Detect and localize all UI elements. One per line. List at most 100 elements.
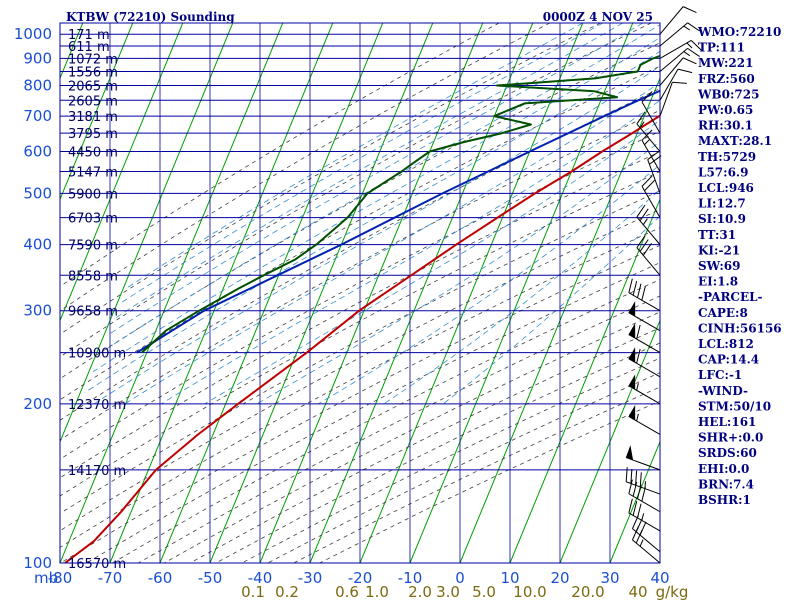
- moist-adiabat: [120, 23, 603, 304]
- mixing-ratio-unit: g/kg: [656, 583, 689, 600]
- height-label: 5147 m: [68, 165, 118, 180]
- sounding-index: TP:111: [698, 41, 745, 55]
- wind-barb: [659, 47, 700, 72]
- moist-adiabat: [92, 37, 660, 373]
- height-label: 12370 m: [68, 398, 126, 413]
- wind-barb: [628, 479, 661, 513]
- dry-adiabat: [60, 65, 660, 401]
- moist-adiabat: [107, 23, 644, 336]
- sounding-index: TT:31: [698, 228, 736, 242]
- dry-adiabat: [60, 23, 652, 358]
- sounding-index: WB0:725: [697, 87, 759, 101]
- pressure-tick-label: 1000: [14, 25, 52, 43]
- wind-barb: [659, 68, 693, 101]
- wind-barb: [647, 150, 662, 194]
- temperature-tick-label: -20: [348, 569, 373, 587]
- height-label: 2605 m: [68, 94, 118, 109]
- wind-barb: [636, 235, 661, 276]
- dry-adiabat: [60, 109, 660, 441]
- isotherm-line: [209, 23, 434, 563]
- pressure-tick-label: 900: [23, 49, 52, 67]
- wind-barb: [628, 278, 661, 312]
- temperature-tick-label: -60: [148, 569, 173, 587]
- wind-barb: [641, 175, 661, 218]
- height-label: 3795 m: [68, 127, 118, 142]
- temperature-tick-label: 40: [650, 569, 669, 587]
- wind-barb: [628, 498, 661, 532]
- dewpoint-line: [141, 54, 660, 354]
- moist-adiabat: [84, 50, 660, 393]
- dry-adiabat: [60, 23, 601, 335]
- sounding-index: L57:6.9: [698, 165, 748, 179]
- isotherm-line: [60, 23, 234, 444]
- mixing-ratio-tick-label: 5.0: [472, 583, 496, 600]
- height-label: 10900 m: [68, 347, 126, 362]
- wind-barb: [628, 374, 661, 405]
- dry-adiabat: [60, 209, 660, 532]
- height-label: 2065 m: [68, 79, 118, 94]
- sounding-index: STM:50/10: [698, 399, 771, 413]
- height-label: 7590 m: [68, 239, 118, 254]
- mixing-ratio-tick-label: 40: [628, 583, 647, 600]
- wind-barb: [636, 111, 661, 152]
- dry-adiabat: [60, 23, 500, 288]
- sounding-index: SW:69: [698, 259, 740, 273]
- isotherm-line: [559, 319, 660, 563]
- moist-adiabat: [124, 82, 660, 405]
- wind-barb: [625, 445, 661, 471]
- height-label: 16570 m: [68, 557, 126, 572]
- pressure-tick-label: 700: [23, 107, 52, 125]
- sounding-index: WMO:72210: [697, 25, 781, 39]
- pressure-tick-label: 800: [23, 76, 52, 94]
- temperature-tick-label: 0: [455, 569, 465, 587]
- temperature-tick-label: -30: [298, 569, 323, 587]
- chart-title: KTBW (72210) Sounding: [66, 10, 235, 24]
- height-label: 14170 m: [68, 464, 126, 479]
- wind-barbs: [625, 6, 702, 564]
- isotherm-line: [60, 23, 284, 563]
- isotherm-line: [509, 198, 660, 563]
- sounding-index: KI:-21: [698, 243, 740, 257]
- sounding-index: PW:0.65: [698, 103, 753, 117]
- temperature-tick-label: 30: [600, 569, 619, 587]
- wind-barb: [659, 57, 697, 86]
- isotherm-line: [109, 23, 334, 563]
- moist-adiabat: [100, 24, 660, 353]
- height-label: 9658 m: [68, 305, 118, 320]
- pressure-tick-label: 500: [23, 184, 52, 202]
- wind-barb: [641, 129, 661, 172]
- height-label: 1556 m: [68, 66, 118, 81]
- moist-adiabat: [114, 23, 623, 319]
- temperature-tick-label: -40: [248, 569, 273, 587]
- mixing-ratio-tick-label: 1.0: [365, 583, 389, 600]
- temperature-tick-label: -10: [398, 569, 423, 587]
- isotherm-line: [609, 440, 660, 563]
- isotherm-line: [60, 23, 134, 201]
- sounding-index: RH:30.1: [698, 119, 753, 133]
- dry-adiabat: [60, 130, 660, 460]
- height-label: 3181 m: [68, 110, 118, 125]
- plot-frame: [59, 22, 661, 564]
- dry-adiabat: [60, 23, 550, 312]
- temperature-tick-label: -80: [48, 569, 73, 587]
- isotherm-line: [459, 76, 660, 563]
- height-label: 171 m: [68, 28, 110, 43]
- isotherm-line: [359, 23, 584, 563]
- moist-adiabat: [443, 215, 660, 405]
- pressure-tick-label: 600: [23, 143, 52, 161]
- wind-barb: [631, 526, 661, 564]
- mixing-ratio-tick-label: 0.2: [275, 583, 299, 600]
- wind-barb: [628, 323, 661, 354]
- height-label: 5900 m: [68, 187, 118, 202]
- temperature-tick-label: -70: [98, 569, 123, 587]
- mixing-ratio-tick-label: 0.1: [241, 583, 265, 600]
- sounding-index: LCL:946: [698, 181, 754, 195]
- temperature-tick-label: 10: [500, 569, 519, 587]
- wind-barb: [659, 22, 700, 47]
- mixing-ratio-tick-label: 0.6: [335, 583, 359, 600]
- grid-layer: [60, 23, 660, 563]
